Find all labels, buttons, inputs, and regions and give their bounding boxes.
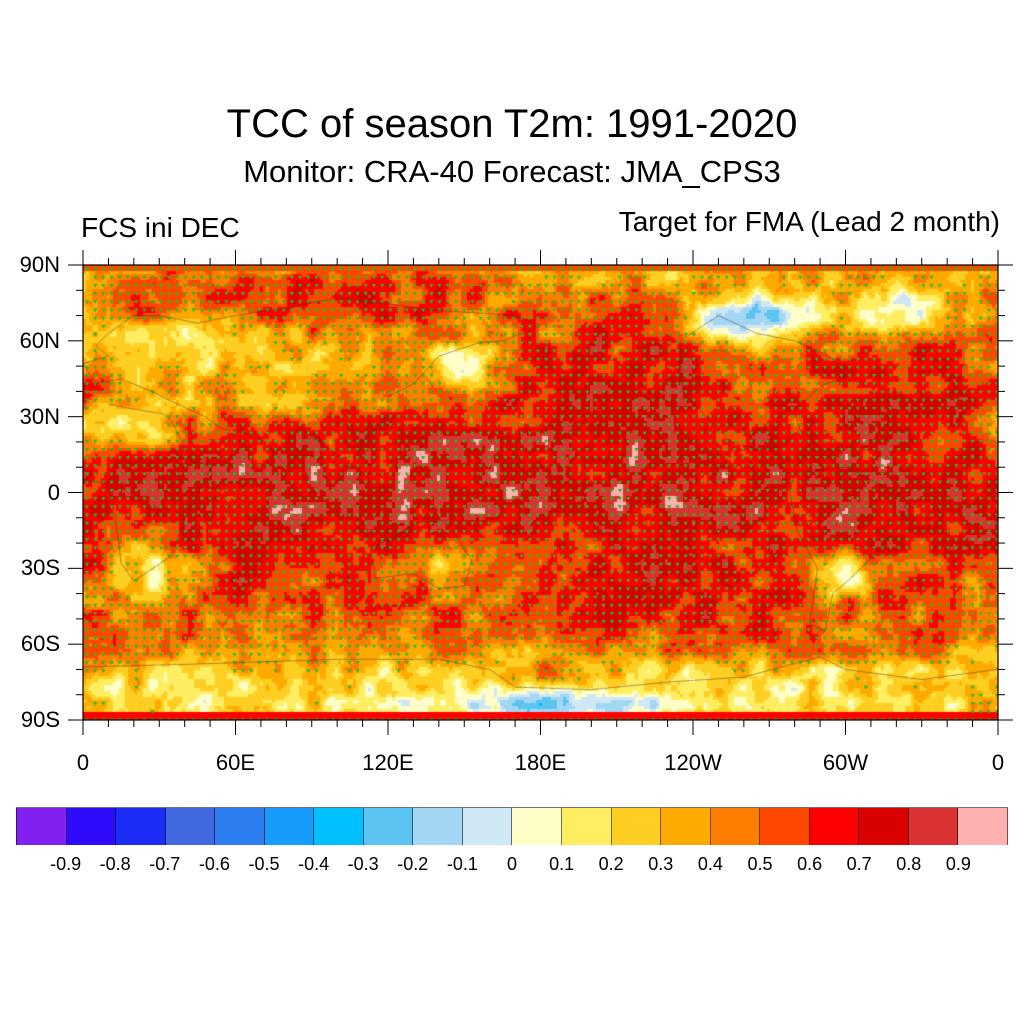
colorbar-box bbox=[809, 808, 860, 845]
chart-subtitle: Monitor: CRA-40 Forecast: JMA_CPS3 bbox=[243, 154, 781, 189]
y-tick-label: 30S bbox=[20, 555, 60, 581]
colorbar-box bbox=[958, 808, 1008, 845]
left-string-label: FCS ini DEC bbox=[81, 212, 240, 243]
x-tick-label: 0 bbox=[76, 750, 90, 775]
colorbar-box bbox=[760, 808, 810, 845]
y-tick-label: 90S bbox=[20, 707, 60, 732]
colorbar-label: 0.7 bbox=[846, 854, 872, 874]
colorbar-box bbox=[562, 808, 612, 845]
x-tick-label: 120E bbox=[362, 750, 414, 775]
colorbar-label: -0.2 bbox=[397, 854, 429, 874]
colorbar-label: -0.8 bbox=[99, 854, 131, 874]
x-tick-label: 180E bbox=[514, 750, 567, 775]
colorbar-box bbox=[661, 808, 711, 845]
x-tick-label: 60W bbox=[822, 750, 869, 775]
colorbar-box bbox=[908, 808, 959, 845]
colorbar-label: 0.1 bbox=[549, 854, 575, 874]
colorbar-box bbox=[165, 808, 216, 845]
colorbar-label: -0.6 bbox=[198, 854, 230, 874]
colorbar-label: -0.7 bbox=[149, 854, 181, 874]
y-tick-label: 90N bbox=[19, 252, 60, 277]
y-tick-label: 30N bbox=[19, 403, 60, 429]
colorbar-box bbox=[611, 808, 662, 845]
colorbar-label: -0.4 bbox=[298, 854, 330, 874]
colorbar-box bbox=[363, 808, 414, 845]
colorbar-box bbox=[66, 808, 117, 845]
colorbar-box bbox=[215, 808, 265, 845]
colorbar-label: 0.5 bbox=[747, 854, 773, 874]
chart-title: TCC of season T2m: 1991-2020 bbox=[226, 102, 798, 146]
colorbar-label: 0.6 bbox=[797, 854, 823, 874]
colorbar-box bbox=[710, 808, 761, 845]
x-tick-label: 60E bbox=[215, 750, 256, 775]
colorbar-label: -0.9 bbox=[50, 854, 82, 874]
colorbar-label: -0.5 bbox=[248, 854, 280, 874]
colorbar-label: 0.2 bbox=[598, 854, 624, 874]
y-tick-label: 0 bbox=[47, 479, 60, 505]
correlation-map-field bbox=[83, 265, 998, 720]
colorbar-label: 0.9 bbox=[945, 854, 971, 874]
colorbar-box bbox=[264, 808, 315, 845]
y-tick-label: 60S bbox=[20, 631, 60, 657]
x-tick-label: 0 bbox=[991, 750, 1005, 775]
colorbar-box bbox=[512, 808, 563, 845]
colorbar-label: 0.3 bbox=[648, 854, 674, 874]
colorbar-box bbox=[859, 808, 909, 845]
colorbar-box bbox=[413, 808, 463, 845]
right-string-label: Target for FMA (Lead 2 month) bbox=[618, 206, 1000, 237]
colorbar-box bbox=[16, 808, 67, 845]
colorbar bbox=[16, 807, 1008, 845]
colorbar-box bbox=[462, 808, 513, 845]
y-tick-label: 60N bbox=[19, 327, 60, 353]
colorbar-box bbox=[116, 808, 166, 845]
x-tick-label: 120W bbox=[664, 750, 722, 775]
colorbar-label: 0.8 bbox=[896, 854, 922, 874]
colorbar-label: -0.3 bbox=[347, 854, 379, 874]
colorbar-label: -0.1 bbox=[446, 854, 478, 874]
colorbar-label: 0 bbox=[506, 854, 517, 874]
colorbar-box bbox=[314, 808, 364, 845]
colorbar-label: 0.4 bbox=[697, 854, 723, 874]
